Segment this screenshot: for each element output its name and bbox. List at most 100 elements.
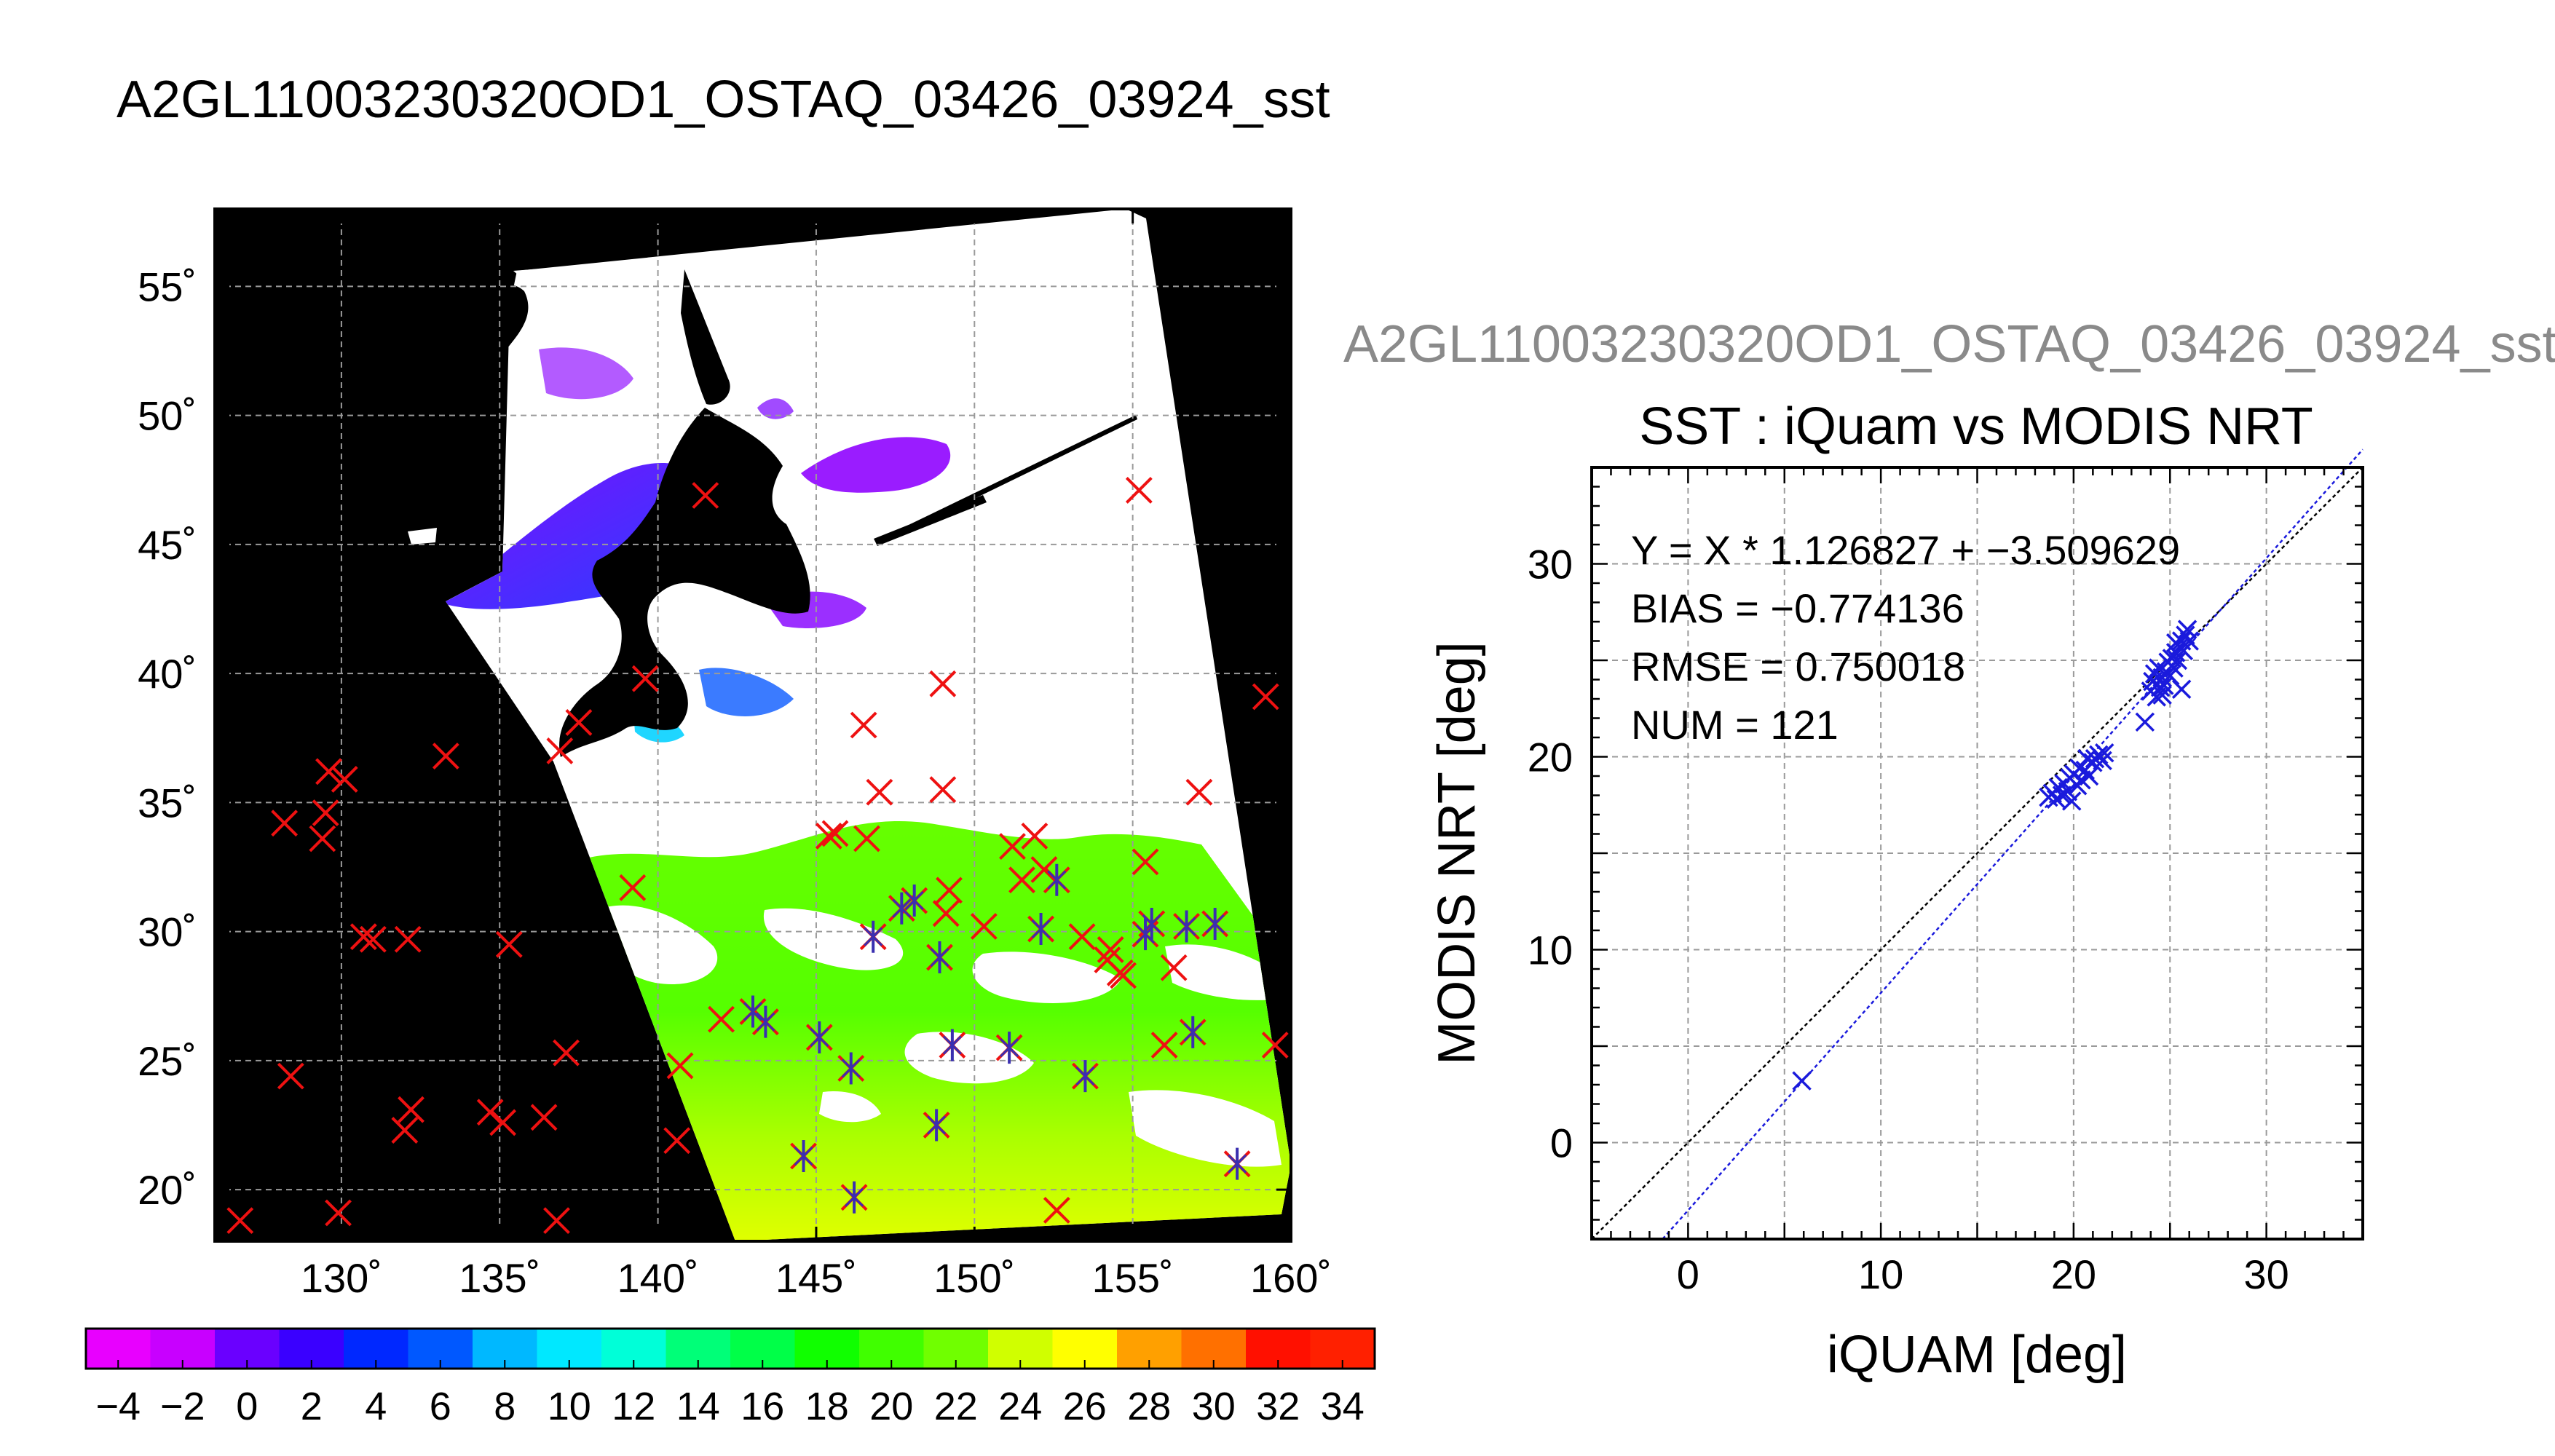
scatter-point-stroke <box>2162 649 2182 668</box>
matched-marker-stroke <box>794 1146 813 1166</box>
matched-marker <box>1031 913 1051 946</box>
iquam-marker-stroke <box>1008 866 1035 894</box>
iquam-marker-stroke <box>692 482 719 509</box>
scatter-point-stroke <box>2094 743 2114 763</box>
iquam-marker-stroke <box>850 711 877 739</box>
scatter-point-stroke <box>2177 620 2197 639</box>
iquam-marker-stroke <box>432 743 459 769</box>
scatter-point-stroke <box>2046 789 2066 810</box>
iquam-marker-stroke <box>1097 936 1124 963</box>
iquam-marker-stroke <box>1110 962 1137 989</box>
matched-marker-stroke <box>927 1115 947 1135</box>
map-x-tick-label: 135˚ <box>459 1255 540 1301</box>
iquam-marker-stroke <box>1043 1197 1070 1224</box>
iquam-marker <box>853 825 880 852</box>
matched-marker <box>1228 1147 1247 1180</box>
iquam-marker-stroke <box>309 825 336 852</box>
cloud-patch <box>1165 944 1289 1000</box>
cloud-patch <box>972 951 1121 1003</box>
scatter-point-stroke <box>2152 685 2172 705</box>
scatter-point-stroke <box>1792 1071 1812 1091</box>
scatter-point-stroke <box>2168 650 2188 670</box>
matched-marker <box>841 1052 861 1085</box>
iquam-marker-stroke <box>1030 856 1058 883</box>
iquam-marker-stroke <box>1068 923 1096 951</box>
matched-marker <box>1000 1032 1019 1064</box>
scatter-y-tick-label: 10 <box>1528 927 1573 973</box>
scatter-y-label: MODIS NRT [deg] <box>1428 641 1486 1065</box>
scatter-point-stroke <box>2165 633 2186 653</box>
matched-marker <box>904 885 924 917</box>
matched-marker <box>930 941 949 974</box>
matched-marker <box>942 1029 962 1061</box>
colorbar-tick-label: 26 <box>1063 1385 1107 1428</box>
iquam-marker <box>936 877 963 904</box>
matched-marker-stroke <box>810 1027 829 1048</box>
iquam-marker <box>929 670 957 697</box>
colorbar-tick-label: 14 <box>676 1385 720 1428</box>
iquam-marker-stroke <box>663 1127 691 1155</box>
scatter-point <box>2152 685 2172 705</box>
scatter-points <box>1792 620 2199 1091</box>
scatter-point <box>2046 789 2066 810</box>
matched-marker-stroke <box>1031 919 1051 939</box>
iquam-marker <box>331 766 358 793</box>
matched-marker <box>1183 1016 1203 1048</box>
matched-marker <box>743 995 763 1028</box>
iquam-marker <box>1097 936 1124 963</box>
colorbar-tick-label: −4 <box>95 1385 141 1428</box>
map-y-tick-label: 30˚ <box>138 909 197 955</box>
scatter-point <box>2069 759 2090 778</box>
iquam-marker <box>391 1117 419 1144</box>
matched-marker-stroke <box>892 898 912 918</box>
scatter-point-stroke <box>2052 786 2072 805</box>
colorbar-tick-label: 10 <box>548 1385 591 1428</box>
iquam-marker-stroke <box>495 930 523 958</box>
scatter-x-tick-label: 30 <box>2243 1251 2289 1297</box>
matched-marker <box>756 1005 775 1038</box>
iquam-marker-stroke <box>1261 1032 1289 1059</box>
matched-marker-stroke <box>841 1059 861 1078</box>
sst-ocean-band <box>583 821 1291 1241</box>
matched-marker-stroke <box>1177 917 1196 936</box>
scatter-point-stroke <box>2144 664 2165 684</box>
island-chain <box>910 415 1137 529</box>
scatter-point <box>2152 668 2172 688</box>
iquam-marker-stroke <box>929 670 957 697</box>
iquam-marker <box>1110 962 1137 989</box>
iquam-marker <box>530 1104 558 1131</box>
colorbar-tick-label: 22 <box>934 1385 978 1428</box>
iquam-marker <box>277 1062 304 1090</box>
iquam-marker <box>1252 683 1279 711</box>
colorbar-tick-label: 16 <box>741 1385 784 1428</box>
scatter-point <box>2089 745 2109 765</box>
iquam-marker-stroke <box>398 1096 424 1123</box>
map-y-tick-label: 45˚ <box>138 522 197 568</box>
iquam-marker-stroke <box>350 923 377 951</box>
iquam-marker <box>1068 923 1096 951</box>
iquam-marker <box>1125 476 1153 504</box>
white-islet <box>513 262 641 306</box>
iquam-marker-stroke <box>391 1117 419 1144</box>
scatter-title: SST : iQuam vs MODIS NRT <box>1639 397 2313 456</box>
map-y-tick-label: 35˚ <box>138 780 197 826</box>
iquam-marker <box>970 913 998 940</box>
iquam-marker <box>553 1039 580 1067</box>
scatter-point-stroke <box>2176 625 2195 645</box>
iquam-marker <box>398 1096 424 1123</box>
iquam-marker-stroke <box>1185 778 1213 806</box>
matched-marker <box>1047 863 1067 896</box>
iquam-marker-stroke <box>1094 946 1121 974</box>
iquam-marker-stroke <box>666 1052 694 1080</box>
matched-marker-stroke <box>1205 914 1225 934</box>
matched-marker-stroke <box>743 1002 763 1021</box>
scatter-point-stroke <box>2079 766 2099 786</box>
cloud-patch <box>819 1091 881 1123</box>
iquam-marker-stroke <box>359 925 387 953</box>
map-y-tick-label: 40˚ <box>138 651 197 697</box>
iquam-marker-stroke <box>530 1104 558 1131</box>
iquam-marker-stroke <box>936 877 963 904</box>
sst-cold-region <box>539 347 633 400</box>
matched-marker <box>1142 907 1161 940</box>
land-continent <box>215 209 529 601</box>
